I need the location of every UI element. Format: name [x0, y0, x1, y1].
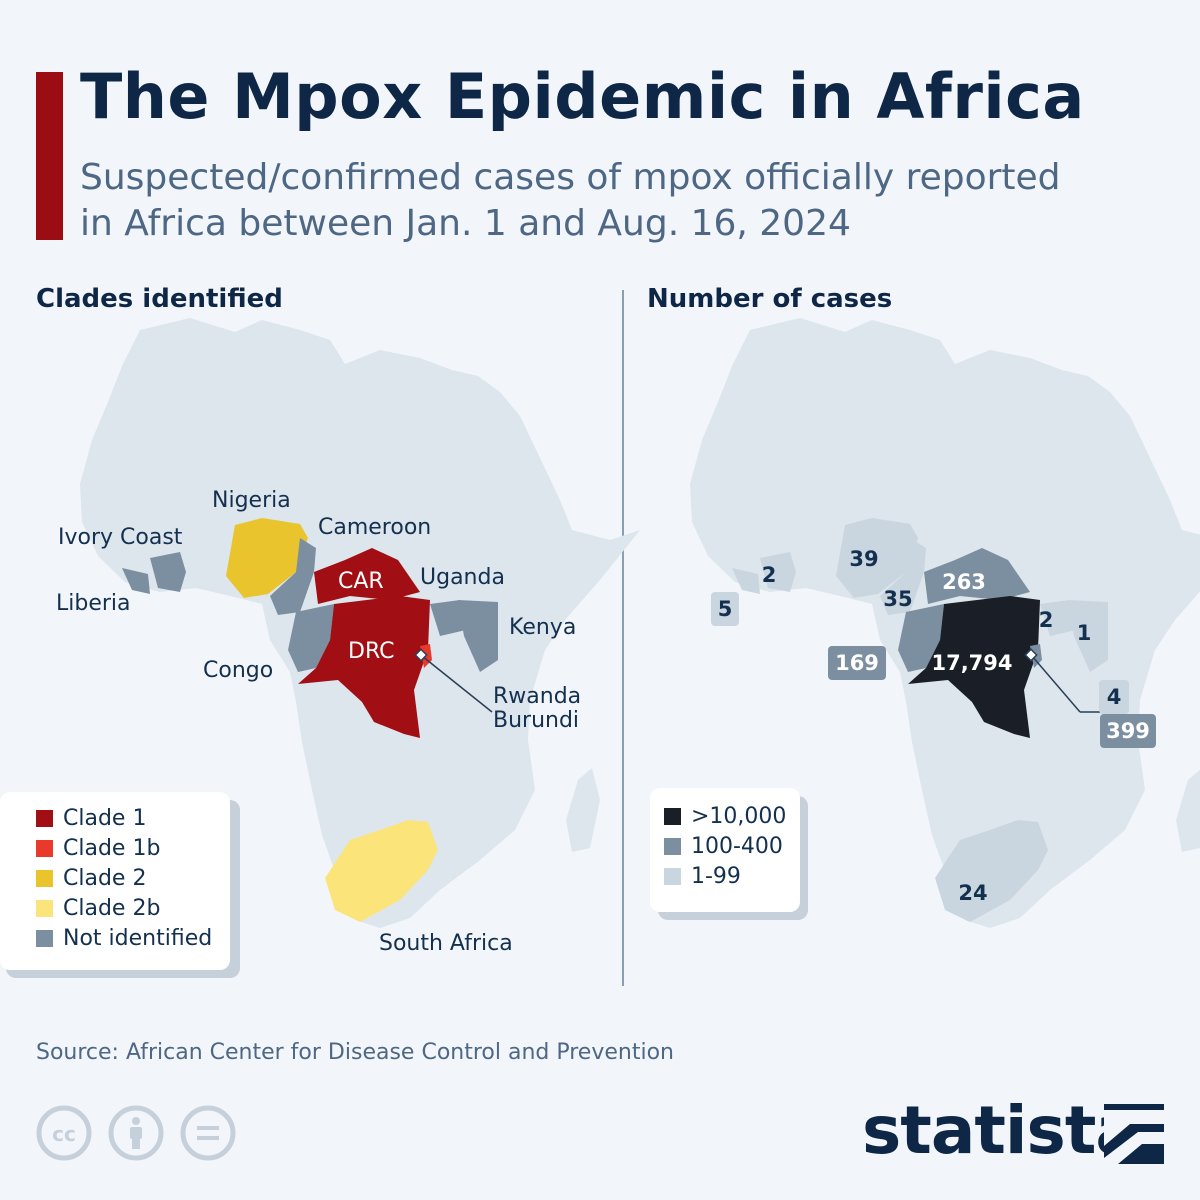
legend-item-clade-1: Clade 1 [36, 806, 146, 831]
cases-uganda: 2 [1039, 608, 1054, 632]
panel-divider [622, 290, 624, 986]
legend-swatch-clade-2b [36, 900, 53, 917]
left-country-car [314, 548, 420, 604]
legend-swatch-clade-1b [36, 840, 53, 857]
legend-item-not-identified: Not identified [36, 926, 212, 951]
right-rwanda-marker [1024, 648, 1038, 662]
legend-item-1-99: 1-99 [664, 864, 741, 889]
title-accent-bar [36, 72, 63, 240]
cases-rwanda: 4 [1107, 685, 1122, 709]
cases-burundi: 399 [1106, 719, 1150, 743]
legend-item-over-10000: >10,000 [664, 804, 786, 829]
legend-label-clade-2: Clade 2 [63, 866, 147, 891]
legend-item-100-400: 100-400 [664, 834, 783, 859]
cases-burundi-badge [1100, 714, 1156, 748]
subtitle-line-1: Suspected/confirmed cases of mpox offici… [80, 157, 1061, 198]
source-note: Source: African Center for Disease Contr… [36, 1040, 674, 1065]
cases-congo: 169 [835, 651, 879, 675]
case-badges: 39 2 5 35 263 169 17,794 2 1 4 399 24 [711, 547, 1156, 905]
label-congo: Congo [203, 658, 273, 683]
left-country-cameroon [270, 538, 316, 615]
page-title: The Mpox Epidemic in Africa [80, 60, 1085, 133]
attribution-icon[interactable] [108, 1105, 164, 1161]
label-ivory-coast: Ivory Coast [58, 525, 183, 550]
label-south-africa: South Africa [379, 931, 513, 956]
right-country-kenya [1068, 600, 1108, 672]
cases-legend: >10,000 100-400 1-99 [650, 788, 800, 912]
legend-swatch-100-400 [664, 838, 681, 855]
legend-label-1-99: 1-99 [691, 864, 741, 889]
right-map-heading: Number of cases [647, 284, 893, 314]
legend-swatch-clade-1 [36, 810, 53, 827]
label-nigeria: Nigeria [212, 488, 291, 513]
left-rwanda-leader-line [421, 655, 493, 713]
statista-logo-icon [1104, 1104, 1164, 1164]
label-car: CAR [338, 569, 384, 594]
label-liberia: Liberia [56, 591, 131, 616]
label-kenya: Kenya [509, 615, 576, 640]
cases-kenya: 1 [1077, 621, 1092, 645]
left-madagascar-shape [566, 768, 600, 852]
right-country-liberia [732, 568, 760, 594]
right-madagascar-shape [1176, 768, 1200, 852]
no-derivatives-icon[interactable] [180, 1105, 236, 1161]
label-rwanda: Rwanda [493, 684, 581, 709]
legend-label-not-identified: Not identified [63, 926, 213, 951]
left-country-nigeria [226, 518, 308, 598]
left-map-heading: Clades identified [36, 284, 283, 314]
cases-nigeria: 39 [849, 547, 878, 571]
cases-south-africa: 24 [958, 881, 987, 905]
cases-liberia-badge [711, 592, 739, 626]
legend-swatch-clade-2 [36, 870, 53, 887]
label-uganda: Uganda [420, 565, 505, 590]
right-country-uganda [1040, 600, 1076, 636]
label-burundi: Burundi [493, 708, 579, 733]
legend-swatch-not-identified [36, 930, 53, 947]
right-country-car [924, 548, 1030, 604]
legend-swatch-over-10000 [664, 808, 681, 825]
cc-icon[interactable]: cc [36, 1105, 92, 1161]
cases-cameroon: 35 [883, 587, 912, 611]
left-africa-map: Nigeria Ivory Coast Cameroon CAR Uganda … [56, 318, 640, 956]
right-country-drc [908, 596, 1040, 738]
left-country-drc [298, 596, 430, 738]
left-country-ivory-coast [150, 552, 186, 592]
right-country-nigeria [836, 518, 918, 598]
legend-swatch-1-99 [664, 868, 681, 885]
label-cameroon: Cameroon [318, 515, 431, 540]
cases-liberia: 5 [718, 597, 733, 621]
right-rwanda-leader-line [1031, 655, 1081, 713]
legend-item-clade-1b: Clade 1b [36, 836, 160, 861]
left-country-uganda [430, 600, 466, 636]
legend-label-over-10000: >10,000 [691, 804, 787, 829]
cases-rwanda-badge [1099, 680, 1129, 714]
left-rwanda-marker [414, 648, 428, 662]
cases-ivory-coast: 2 [762, 563, 777, 587]
legend-label-clade-1: Clade 1 [63, 806, 147, 831]
right-country-cameroon [880, 538, 926, 615]
subtitle-line-2: in Africa between Jan. 1 and Aug. 16, 20… [80, 203, 851, 244]
cases-congo-badge [828, 646, 886, 680]
legend-label-clade-2b: Clade 2b [63, 896, 161, 921]
cases-car: 263 [942, 570, 986, 594]
clade-legend: Clade 1 Clade 1b Clade 2 Clade 2b Not id… [0, 792, 230, 970]
statista-logo-text: statista [862, 1092, 1140, 1169]
page-subtitle: Suspected/confirmed cases of mpox offici… [80, 155, 1140, 247]
left-country-liberia [122, 568, 150, 594]
right-country-ivory-coast [760, 552, 796, 592]
right-africa-map [690, 318, 1200, 928]
label-drc: DRC [348, 639, 395, 664]
legend-item-clade-2b: Clade 2b [36, 896, 160, 921]
legend-label-100-400: 100-400 [691, 834, 783, 859]
left-country-kenya [458, 600, 498, 672]
left-country-south-africa [325, 820, 438, 922]
cases-drc: 17,794 [931, 651, 1012, 675]
svg-text:cc: cc [52, 1122, 76, 1146]
legend-item-clade-2: Clade 2 [36, 866, 146, 891]
legend-label-clade-1b: Clade 1b [63, 836, 161, 861]
right-country-south-africa [935, 820, 1048, 922]
